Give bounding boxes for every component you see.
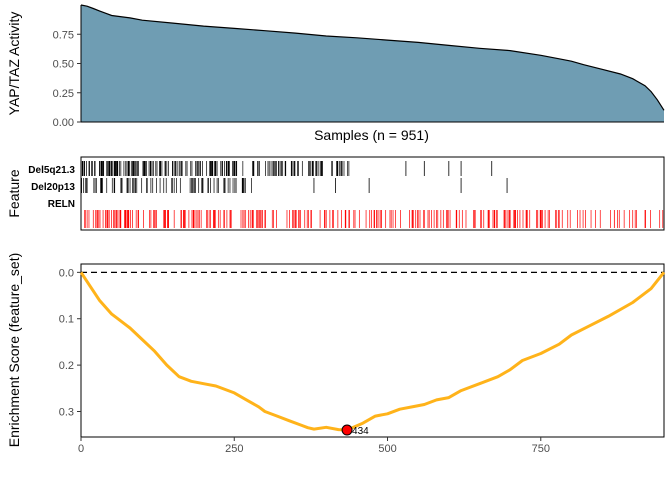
feature-panel-border bbox=[80, 156, 665, 231]
y-tick-label: 0.0 bbox=[59, 267, 74, 279]
enrichment-line bbox=[79, 271, 666, 432]
peak-marker bbox=[341, 424, 353, 436]
y-tick-label: 0.2 bbox=[59, 360, 74, 372]
x-tick-label: 0 bbox=[78, 443, 84, 455]
feature-row-label: RELN bbox=[48, 199, 75, 210]
x-tick-label: 750 bbox=[532, 443, 550, 455]
y-tick-label: 0.25 bbox=[53, 88, 74, 100]
x-tick-label: 250 bbox=[225, 443, 243, 455]
x-tick-label: 500 bbox=[378, 443, 396, 455]
feature-row-label: Del20p13 bbox=[31, 182, 75, 193]
y-tick-label: 0.00 bbox=[53, 117, 74, 129]
x-axis-title: Samples (n = 951) bbox=[314, 127, 429, 143]
y-tick-label: 0.50 bbox=[53, 59, 74, 71]
activity-area bbox=[81, 5, 664, 122]
activity-line bbox=[80, 4, 665, 111]
y-tick-label: 0.1 bbox=[59, 314, 74, 326]
feature-row-label: Del5q21.3 bbox=[28, 165, 75, 176]
feature-axis-title: Feature bbox=[6, 169, 22, 217]
y-tick-label: 0.75 bbox=[53, 29, 74, 41]
y-axis-title: YAP/TAZ Activity bbox=[6, 12, 22, 116]
y-tick-label: 0.3 bbox=[59, 406, 74, 418]
enrichment-panel-border bbox=[80, 263, 665, 438]
enrichment-axis-title: Enrichment Score (feature_set) bbox=[6, 253, 22, 448]
peak-label: 434 bbox=[352, 426, 369, 437]
